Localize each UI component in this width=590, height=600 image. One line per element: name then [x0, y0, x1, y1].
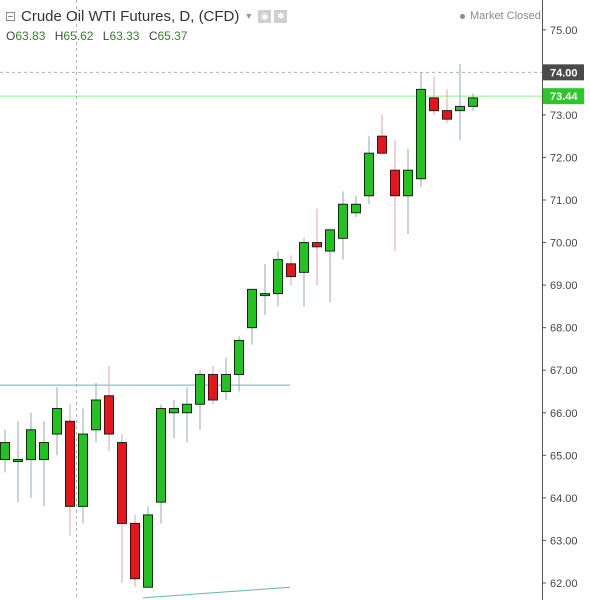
- candle-body-31: [403, 169, 413, 197]
- close-label: C: [148, 29, 158, 43]
- candle-body-34: [442, 110, 452, 120]
- candle-body-2: [26, 429, 36, 461]
- candle-body-8: [104, 395, 114, 435]
- price-tick-label-6: 68.00: [550, 323, 578, 335]
- candle-body-32: [416, 88, 426, 180]
- candle-body-12: [156, 408, 166, 503]
- low-value: 63.33: [109, 29, 140, 43]
- candle-body-4: [52, 408, 62, 435]
- candle-body-29: [377, 135, 387, 154]
- price-tick-label-3: 65.00: [550, 450, 578, 462]
- chart-legend: Crude Oil WTI Futures, D, (CFD) ▼ ◉ ✱ O6…: [6, 6, 290, 43]
- candle-body-33: [429, 97, 439, 112]
- candle-body-21: [273, 259, 283, 295]
- price-tick-label-10: 72.00: [550, 152, 578, 164]
- price-tick-label-4: 66.00: [550, 408, 578, 420]
- candle-body-15: [195, 373, 205, 405]
- price-tick-label-8: 70.00: [550, 238, 578, 250]
- price-tick-label-0: 62.00: [550, 578, 578, 590]
- candle-body-5: [65, 420, 75, 507]
- market-status-text: Market Closed: [470, 10, 541, 22]
- candle-body-25: [325, 229, 335, 252]
- collapse-legend-icon[interactable]: [6, 11, 15, 21]
- legend-header: Crude Oil WTI Futures, D, (CFD) ▼ ◉ ✱: [6, 6, 290, 26]
- chevron-down-icon[interactable]: ▼: [244, 11, 254, 21]
- candle-body-28: [364, 152, 374, 197]
- gear-icon[interactable]: ✱: [274, 9, 288, 23]
- candle-body-6: [78, 433, 88, 507]
- interval-separator: ,: [190, 7, 199, 25]
- candle-body-0: [0, 442, 10, 461]
- candle-body-3: [39, 442, 49, 461]
- candle-body-19: [247, 288, 257, 329]
- candle-body-26: [338, 203, 348, 239]
- market-status: Market Closed: [460, 10, 541, 22]
- interval-label[interactable]: D: [179, 7, 191, 25]
- high-value: 65.62: [63, 29, 94, 43]
- price-tick-label-13: 75.00: [550, 25, 578, 37]
- status-dot-icon: [460, 13, 465, 19]
- current-price-label: 73.44: [550, 91, 578, 103]
- price-tick-label-1: 63.00: [550, 535, 578, 547]
- price-tick-label-9: 71.00: [550, 195, 578, 207]
- candle-body-13: [169, 408, 179, 414]
- candle-body-30: [390, 169, 400, 197]
- price-tick-label-11: 73.00: [550, 110, 578, 122]
- price-tick-label-2: 64.00: [550, 493, 578, 505]
- candle-body-17: [221, 373, 231, 392]
- candle-body-20: [260, 293, 270, 297]
- high-label: H: [54, 29, 64, 43]
- crosshair-price-badge: [543, 64, 584, 81]
- low-label: L: [102, 29, 110, 43]
- price-tick-label-5: 67.00: [550, 365, 578, 377]
- candle-body-35: [455, 105, 465, 112]
- candle-body-23: [299, 242, 309, 273]
- open-label: O: [6, 29, 16, 43]
- candle-body-36: [468, 97, 478, 107]
- symbol-name[interactable]: Crude Oil WTI Futures: [21, 7, 172, 25]
- candle-body-16: [208, 373, 218, 401]
- candle-body-14: [182, 403, 192, 414]
- exchange-label[interactable]: (CFD): [198, 7, 240, 25]
- eye-icon[interactable]: ◉: [258, 9, 272, 23]
- candle-body-10: [130, 522, 140, 580]
- trendline-1: [142, 586, 291, 599]
- open-value: 63.83: [15, 29, 46, 43]
- candle-body-24: [312, 242, 322, 248]
- candle-body-7: [91, 399, 101, 431]
- candle-body-9: [117, 442, 127, 524]
- candle-body-22: [286, 263, 296, 278]
- symbol-separator: ,: [171, 7, 180, 25]
- candle-body-18: [234, 339, 244, 375]
- candle-body-11: [143, 514, 153, 588]
- close-value: 65.37: [157, 29, 188, 43]
- ohlc-values: O63.83 H65.62 L63.33 C65.37: [6, 29, 290, 43]
- crosshair-price-label: 74.00: [550, 67, 578, 79]
- candle-body-27: [351, 203, 361, 214]
- price-tick-label-7: 69.00: [550, 280, 578, 292]
- current-price-badge: [543, 88, 584, 105]
- candle-body-1: [13, 459, 23, 463]
